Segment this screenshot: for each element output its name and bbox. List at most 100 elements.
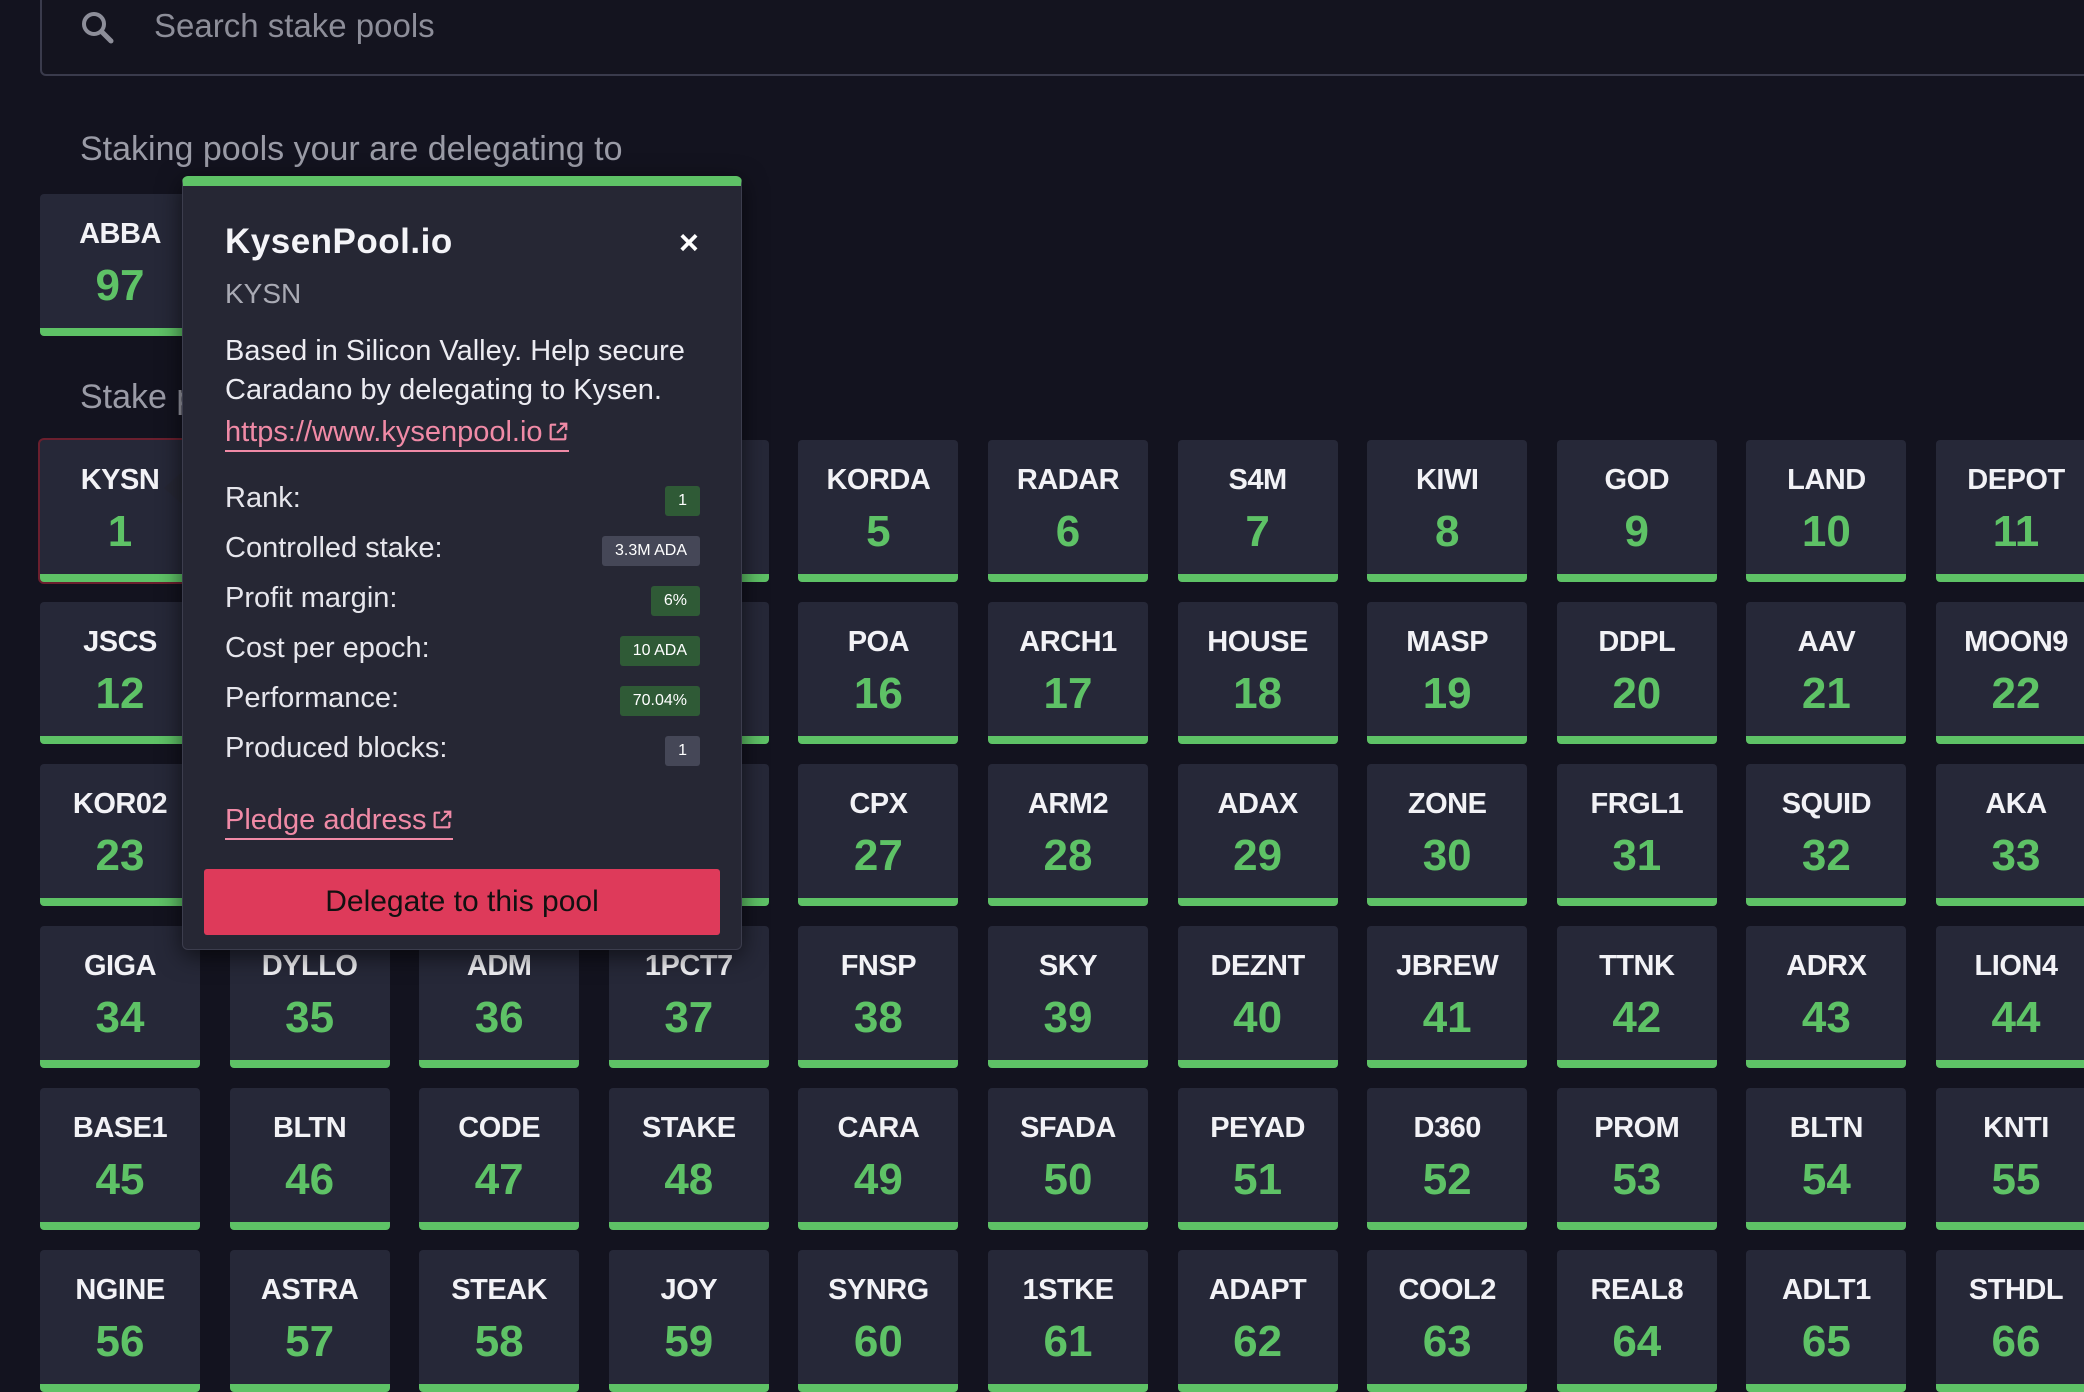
pool-tile-ticker: AKA [1985,788,2047,820]
pool-tile[interactable]: POA 16 [798,602,959,744]
pool-tile-rank: 54 [1801,1155,1851,1204]
pool-tile-rank: 23 [95,831,145,880]
pool-tile[interactable]: SQUID 32 [1746,764,1907,906]
pool-tile[interactable]: JBREW 41 [1367,926,1528,1068]
pool-tile[interactable]: S4M 7 [1177,440,1338,582]
pool-tile[interactable]: MOON9 22 [1936,602,2084,744]
pool-tile[interactable]: BASE1 45 [40,1088,200,1230]
pool-tile[interactable]: DEZNT 40 [1177,926,1338,1068]
pool-tile[interactable]: PROM 53 [1556,1088,1717,1230]
pool-tile[interactable]: PEYAD 51 [1177,1088,1338,1230]
pool-tile-ticker: ADRX [1786,950,1867,982]
pool-tile[interactable]: LION4 44 [1936,926,2084,1068]
pool-tile-rank: 7 [1245,507,1270,556]
pool-tile-rank: 34 [95,993,145,1042]
pool-tile[interactable]: NGINE 56 [40,1250,200,1392]
pool-tile[interactable]: ADAX 29 [1177,764,1338,906]
pool-tile-rank: 59 [664,1317,714,1366]
pool-tile-rank: 53 [1612,1155,1662,1204]
pool-tile[interactable]: KORDA 5 [798,440,959,582]
pool-tile[interactable]: D360 52 [1367,1088,1528,1230]
pool-tile-rank: 56 [95,1317,145,1366]
delegating-section-title: Staking pools your are delegating to [80,130,623,168]
pool-tile[interactable]: FNSP 38 [798,926,959,1068]
pool-tile[interactable]: SFADA 50 [988,1088,1148,1230]
pool-tile-rank: 10 [1801,507,1851,556]
pool-website-link[interactable]: https://www.kysenpool.io [225,416,569,452]
pool-tile[interactable]: ADAPT 62 [1177,1250,1338,1392]
stat-row: Profit margin: 6% [225,582,700,622]
pool-tile[interactable]: ARM2 28 [988,764,1148,906]
pool-tile[interactable]: KOR02 23 [40,764,200,906]
pool-tile[interactable]: MASP 19 [1367,602,1528,744]
pool-tile[interactable]: TTNK 42 [1556,926,1717,1068]
pool-tile[interactable]: ADLT1 65 [1746,1250,1907,1392]
pool-tile[interactable]: ZONE 30 [1367,764,1528,906]
pool-tile-ticker: PROM [1594,1112,1680,1144]
search-input[interactable] [152,0,1956,52]
pool-tile[interactable]: DEPOT 11 [1936,440,2084,582]
pool-tile[interactable]: STEAK 58 [419,1250,580,1392]
pool-tile[interactable]: COOL2 63 [1367,1250,1528,1392]
pool-tile-rank: 37 [664,993,714,1042]
stat-badge: 3.3M ADA [601,536,700,566]
pool-tile[interactable]: GIGA 34 [40,926,200,1068]
pool-tile[interactable]: KYSN 1 [40,440,200,582]
pool-tile[interactable]: CODE 47 [419,1088,580,1230]
pool-tile[interactable]: 1STKE 61 [988,1250,1148,1392]
pool-tile-rank: 39 [1043,993,1093,1042]
pool-tile[interactable]: BLTN 46 [229,1088,390,1230]
pool-tile-ticker: AAV [1797,626,1856,658]
pool-tile-ticker: ZONE [1407,788,1487,820]
pool-tile[interactable]: LAND 10 [1746,440,1907,582]
pool-tile[interactable]: KIWI 8 [1367,440,1528,582]
pool-tile-ticker: KYSN [80,464,160,496]
pool-tile[interactable]: FRGL1 31 [1556,764,1717,906]
pool-tile-rank: 55 [1991,1155,2041,1204]
pool-tile[interactable]: STAKE 48 [608,1088,769,1230]
pool-tile[interactable]: CPX 27 [798,764,959,906]
pool-tile[interactable]: HOUSE 18 [1177,602,1338,744]
pool-tile-rank: 35 [285,993,335,1042]
pool-tile-ticker: JBREW [1396,950,1499,982]
pool-tile[interactable]: STHDL 66 [1936,1250,2084,1392]
pool-tile[interactable]: SYNRG 60 [798,1250,959,1392]
pool-tile-ticker: JOY [660,1274,718,1306]
pool-tile[interactable]: BLTN 54 [1746,1088,1907,1230]
close-icon[interactable]: × [679,224,699,262]
pool-name: KysenPool.io [225,222,453,261]
pool-tile[interactable]: GOD 9 [1556,440,1717,582]
pool-tile-rank: 45 [95,1155,145,1204]
pool-tile[interactable]: AAV 21 [1746,602,1907,744]
pool-tile-ticker: 1STKE [1022,1274,1114,1306]
pool-tile[interactable]: CARA 49 [798,1088,959,1230]
pool-tile[interactable]: SKY 39 [988,926,1148,1068]
pool-tile[interactable]: ABBA 97 [40,194,200,336]
pool-tile-ticker: MOON9 [1964,626,2068,658]
pool-tile-rank: 61 [1043,1317,1093,1366]
pool-tile-rank: 66 [1991,1317,2041,1366]
pool-tile-ticker: ABBA [79,218,161,250]
delegate-button[interactable]: Delegate to this pool [204,869,720,935]
pledge-address-link[interactable]: Pledge address [225,804,453,840]
pool-tile[interactable]: RADAR 6 [988,440,1148,582]
pool-tile[interactable]: AKA 33 [1936,764,2084,906]
pool-tile-ticker: BLTN [1789,1112,1864,1144]
pool-tile[interactable]: KNTI 55 [1936,1088,2084,1230]
pool-tile[interactable]: ARCH1 17 [988,602,1148,744]
pool-tile-rank: 65 [1801,1317,1851,1366]
pool-tile[interactable]: JOY 59 [608,1250,769,1392]
pool-tile[interactable]: ADRX 43 [1746,926,1907,1068]
pool-tile-ticker: STEAK [451,1274,548,1306]
stat-row: Rank: 1 [225,482,700,522]
pool-tile-rank: 18 [1233,669,1283,718]
pool-tile[interactable]: DDPL 20 [1556,602,1717,744]
pool-tile[interactable]: REAL8 64 [1556,1250,1717,1392]
pool-tile-rank: 60 [853,1317,903,1366]
search-bar[interactable] [40,0,2084,76]
pool-tile-ticker: CPX [849,788,908,820]
pool-tile-rank: 47 [474,1155,524,1204]
pool-tile-ticker: DEZNT [1210,950,1306,982]
pool-tile[interactable]: JSCS 12 [40,602,200,744]
pool-tile[interactable]: ASTRA 57 [229,1250,390,1392]
